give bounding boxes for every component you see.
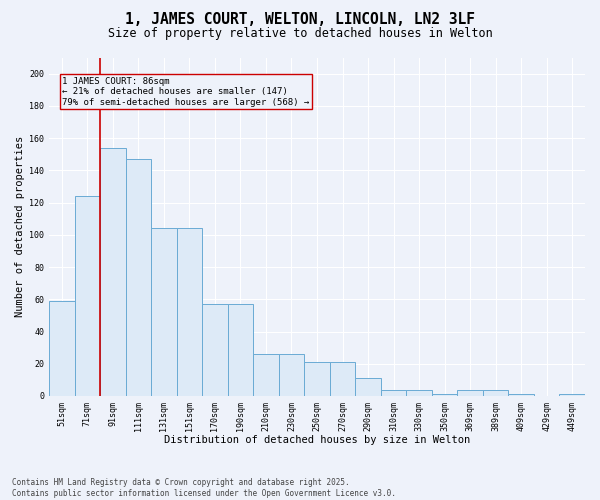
Text: Contains HM Land Registry data © Crown copyright and database right 2025.
Contai: Contains HM Land Registry data © Crown c… — [12, 478, 396, 498]
Bar — [176, 228, 202, 396]
Text: 1 JAMES COURT: 86sqm
← 21% of detached houses are smaller (147)
79% of semi-deta: 1 JAMES COURT: 86sqm ← 21% of detached h… — [62, 77, 310, 106]
Bar — [49, 301, 74, 396]
Bar — [74, 196, 100, 396]
Bar — [151, 228, 176, 396]
Bar — [304, 362, 330, 396]
Bar — [406, 390, 432, 396]
Bar — [330, 362, 355, 396]
Y-axis label: Number of detached properties: Number of detached properties — [15, 136, 25, 318]
Bar — [559, 394, 585, 396]
Bar — [202, 304, 227, 396]
Bar — [253, 354, 279, 396]
Bar — [508, 394, 534, 396]
Bar — [100, 148, 125, 396]
Text: Size of property relative to detached houses in Welton: Size of property relative to detached ho… — [107, 28, 493, 40]
Bar — [432, 394, 457, 396]
Bar — [381, 390, 406, 396]
Bar — [483, 390, 508, 396]
Bar — [227, 304, 253, 396]
Text: 1, JAMES COURT, WELTON, LINCOLN, LN2 3LF: 1, JAMES COURT, WELTON, LINCOLN, LN2 3LF — [125, 12, 475, 28]
X-axis label: Distribution of detached houses by size in Welton: Distribution of detached houses by size … — [164, 435, 470, 445]
Bar — [457, 390, 483, 396]
Bar — [279, 354, 304, 396]
Bar — [355, 378, 381, 396]
Bar — [125, 159, 151, 396]
